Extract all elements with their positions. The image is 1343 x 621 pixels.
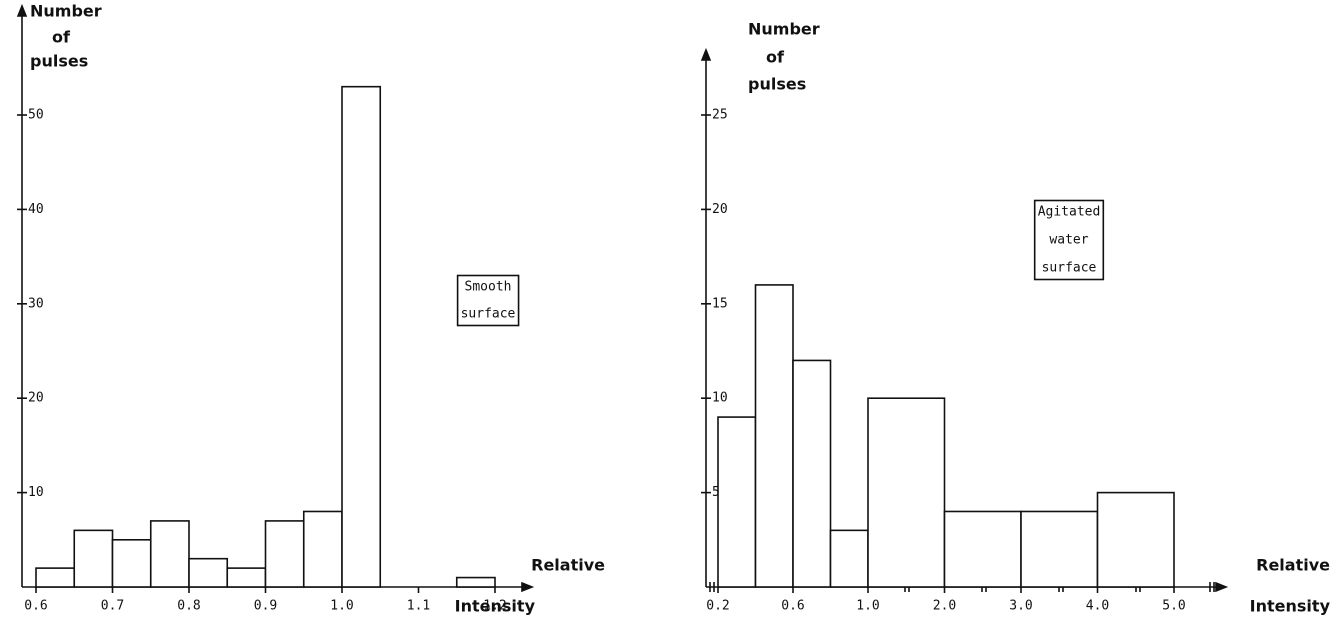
y-tick-label: 10: [712, 391, 728, 406]
bar: [302, 510, 343, 588]
y-tick-label: 15: [712, 296, 728, 311]
x-tick-label: 1.0: [330, 599, 353, 614]
y-tick-label: 50: [28, 108, 44, 123]
bar: [341, 85, 382, 588]
y-axis-label: pulses: [748, 75, 806, 94]
y-tick-label: 25: [712, 108, 728, 123]
y-tick-label: 10: [28, 485, 44, 500]
y-axis-label: Number: [30, 2, 102, 21]
annotation: water: [1049, 233, 1088, 248]
x-tick-label: 5.0: [1162, 599, 1185, 614]
x-tick-label: 0.2: [706, 599, 729, 614]
x-tick-label: 0.6: [24, 599, 47, 614]
bar: [717, 416, 757, 588]
x-tick-label: 0.9: [254, 599, 277, 614]
y-tick-label: 40: [28, 202, 44, 217]
bar: [943, 510, 1022, 588]
bar: [35, 567, 76, 588]
y-tick-label: 30: [28, 296, 44, 311]
annotation-box: [1033, 199, 1105, 281]
x-tick-label: 4.0: [1086, 599, 1109, 614]
x-axis-label: Intensity: [1250, 597, 1331, 616]
x-tick-label: 0.7: [101, 599, 124, 614]
bar: [111, 538, 152, 588]
bar: [829, 529, 869, 588]
bar: [264, 520, 305, 588]
y-axis-arrow: [16, 3, 28, 17]
bar: [149, 520, 190, 588]
x-tick-label: 1.1: [407, 599, 430, 614]
y-axis-label: of: [766, 48, 785, 67]
bar: [792, 359, 832, 588]
y-tick-label: 5: [712, 485, 720, 500]
x-tick-label: 2.0: [933, 599, 956, 614]
x-tick-label: 1.2: [483, 599, 506, 614]
bar: [1096, 491, 1175, 588]
x-tick-label: 3.0: [1009, 599, 1032, 614]
x-axis-arrow: [521, 581, 535, 593]
x-axis-label: Intensity: [455, 597, 536, 616]
annotation-box: [456, 274, 520, 327]
x-tick-label: 1.0: [856, 599, 879, 614]
y-axis-label: of: [52, 28, 71, 47]
bar: [455, 576, 496, 588]
annotation: surface: [1042, 261, 1097, 276]
annotation: Agitated: [1038, 205, 1101, 220]
x-tick-label: 0.8: [177, 599, 200, 614]
y-tick-label: 20: [712, 202, 728, 217]
bar: [226, 567, 267, 588]
bar: [73, 529, 114, 588]
bar: [188, 557, 229, 588]
x-tick-label: 0.6: [781, 599, 804, 614]
y-axis-label: Number: [748, 20, 820, 39]
bar: [754, 284, 794, 588]
y-tick-label: 20: [28, 391, 44, 406]
bar: [1020, 510, 1099, 588]
annotation: surface: [461, 307, 516, 322]
x-axis-label: Relative: [1256, 556, 1330, 575]
x-axis-arrow: [1215, 581, 1229, 593]
annotation: Smooth: [465, 280, 512, 295]
y-axis-arrow: [700, 47, 712, 61]
bar: [867, 397, 946, 588]
y-axis-label: pulses: [30, 52, 88, 71]
x-axis-label: Relative: [531, 556, 605, 575]
